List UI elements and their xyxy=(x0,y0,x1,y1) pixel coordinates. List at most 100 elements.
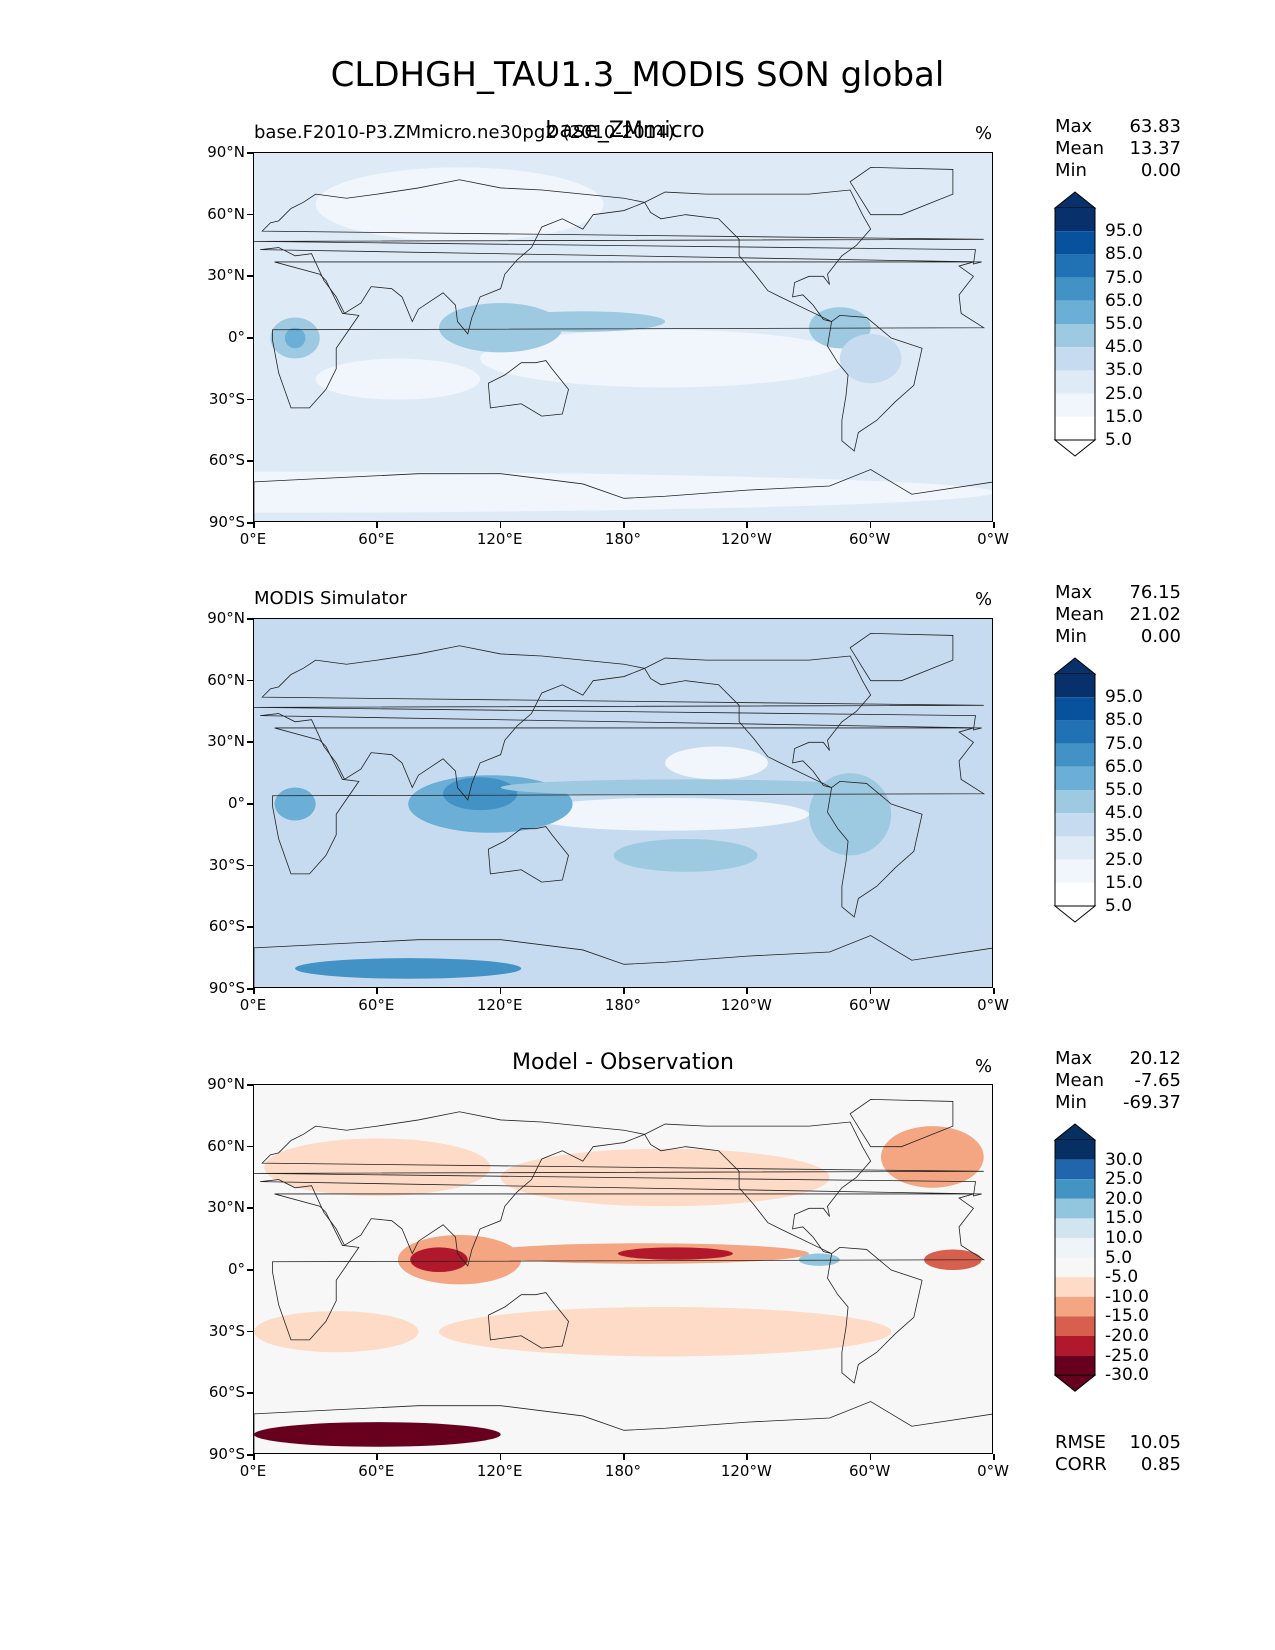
colorbar-segment xyxy=(1055,370,1095,394)
x-tick-label: 0°W xyxy=(977,530,1009,548)
y-tick-label: 90°S xyxy=(208,979,245,997)
colorbar-segment xyxy=(1055,697,1095,721)
stat-max-label: Max xyxy=(1055,1048,1093,1069)
colorbar-segment xyxy=(1055,1198,1095,1219)
stat-min-label: Min xyxy=(1055,1092,1087,1113)
colorbar-segment xyxy=(1055,393,1095,417)
y-tick-label: 60°S xyxy=(208,451,245,470)
y-tick-mark xyxy=(247,803,253,805)
y-tick-label: 90°N xyxy=(207,143,245,161)
x-tick-mark xyxy=(623,522,625,528)
x-tick-label: 120°W xyxy=(720,996,772,1014)
panel-center-title: base_ZMmicro xyxy=(545,118,705,143)
colorbar-tick-label: 25.0 xyxy=(1105,849,1143,870)
coastline xyxy=(643,189,872,322)
x-tick-mark xyxy=(376,522,378,528)
map-plot xyxy=(253,618,993,988)
y-tick-label: 30°S xyxy=(208,389,245,408)
colorbar-segment xyxy=(1055,766,1095,790)
y-tick-mark xyxy=(247,460,253,462)
stat-mean: 13.37 xyxy=(1129,138,1181,159)
y-tick-mark xyxy=(247,398,253,401)
contour-region xyxy=(500,311,666,332)
colorbar-segment xyxy=(1055,813,1095,837)
y-tick-label: 30°N xyxy=(207,266,245,285)
y-tick-mark xyxy=(247,522,253,524)
colorbar-tick-label: 5.0 xyxy=(1105,896,1133,916)
coastline xyxy=(254,935,992,987)
colorbar-tick-label: 15.0 xyxy=(1105,872,1143,893)
coastline xyxy=(487,1292,569,1349)
contour-region xyxy=(500,1148,830,1207)
colorbar-segment xyxy=(1055,720,1095,744)
colorbar-tick-label: 55.0 xyxy=(1105,780,1143,800)
x-tick-mark xyxy=(746,522,748,528)
x-tick-label: 180° xyxy=(604,530,642,548)
colorbar-tick-label: 5.0 xyxy=(1105,1247,1133,1268)
y-tick-mark xyxy=(247,1269,253,1271)
contour-region xyxy=(798,1253,840,1266)
colorbar-segment xyxy=(1055,743,1095,767)
colorbar-tick-label: 75.0 xyxy=(1105,733,1143,754)
stats-block: Max 76.15 Mean 21.02 Min 0.00 xyxy=(1055,582,1181,648)
colorbar-segment xyxy=(1055,1159,1095,1180)
colorbar-tick-label: 30.0 xyxy=(1105,1149,1143,1170)
contour-region xyxy=(254,1311,419,1353)
x-tick-label: 180° xyxy=(604,1462,642,1480)
colorbar-segment xyxy=(1055,1179,1095,1199)
unit-label: % xyxy=(975,1056,993,1077)
colorbar-tick-label: -10.0 xyxy=(1105,1286,1149,1307)
colorbar-segment xyxy=(1055,836,1095,860)
coastline xyxy=(254,1111,984,1267)
coastline xyxy=(827,1246,923,1384)
y-tick-label: 60°N xyxy=(207,204,245,223)
contour-region xyxy=(480,329,851,388)
colorbar-segment xyxy=(1055,254,1095,278)
x-tick-label: 120°W xyxy=(720,1462,772,1480)
coastline xyxy=(254,469,992,521)
colorbar-segment xyxy=(1055,347,1095,371)
x-tick-mark xyxy=(993,1454,995,1460)
colorbar-tick-label: 25.0 xyxy=(1105,383,1143,404)
stat-mean-label: Mean xyxy=(1055,604,1105,625)
colorbar-tick-label: 45.0 xyxy=(1105,803,1143,824)
stat-max: 20.12 xyxy=(1129,1048,1181,1069)
colorbar-tick-label: 25.0 xyxy=(1105,1169,1143,1190)
coastline xyxy=(254,179,984,335)
colorbar-bottom-extension xyxy=(1053,905,1097,923)
y-tick-mark xyxy=(247,1145,253,1148)
y-tick-mark xyxy=(247,213,253,216)
x-tick-label: 120°E xyxy=(476,1462,523,1480)
coastline xyxy=(487,360,569,417)
colorbar-top-extension xyxy=(1053,657,1097,675)
contour-region xyxy=(254,471,992,513)
contour-region xyxy=(613,838,758,872)
stat-min-label: Min xyxy=(1055,160,1087,181)
x-tick-label: 120°E xyxy=(476,996,523,1014)
colorbar-tick-label: 5.0 xyxy=(1105,430,1133,450)
y-tick-label: 60°N xyxy=(207,1136,245,1155)
colorbar-tick-label: 55.0 xyxy=(1105,314,1143,334)
x-tick-label: 0°E xyxy=(239,530,267,548)
x-tick-label: 60°E xyxy=(358,1462,395,1480)
contour-region xyxy=(274,787,316,821)
colorbar-segment xyxy=(1055,1355,1095,1376)
colorbar-tick-label: 15.0 xyxy=(1105,1208,1143,1229)
map-plot xyxy=(253,152,993,522)
x-tick-label: 60°W xyxy=(848,530,891,548)
contour-region xyxy=(284,327,306,349)
x-tick-mark xyxy=(993,522,995,528)
colorbar-tick-label: 65.0 xyxy=(1105,756,1143,777)
coastline xyxy=(849,1098,954,1148)
x-tick-mark xyxy=(376,988,378,994)
colorbar-tick-label: 35.0 xyxy=(1105,360,1143,381)
stat-corr: 0.85 xyxy=(1140,1454,1181,1475)
colorbar-tick-label: 85.0 xyxy=(1105,244,1143,265)
colorbar: 95.0 85.0 75.0 65.0 55.0 45.0 35.0 25.0 15.0 5.0 xyxy=(1053,657,1175,928)
colorbar-bottom-extension xyxy=(1053,1374,1097,1392)
contour-region xyxy=(521,797,809,831)
colorbar-top-extension xyxy=(1053,1123,1097,1141)
y-tick-mark xyxy=(247,988,253,990)
contour-region xyxy=(500,779,871,796)
contour-region xyxy=(410,1247,468,1273)
